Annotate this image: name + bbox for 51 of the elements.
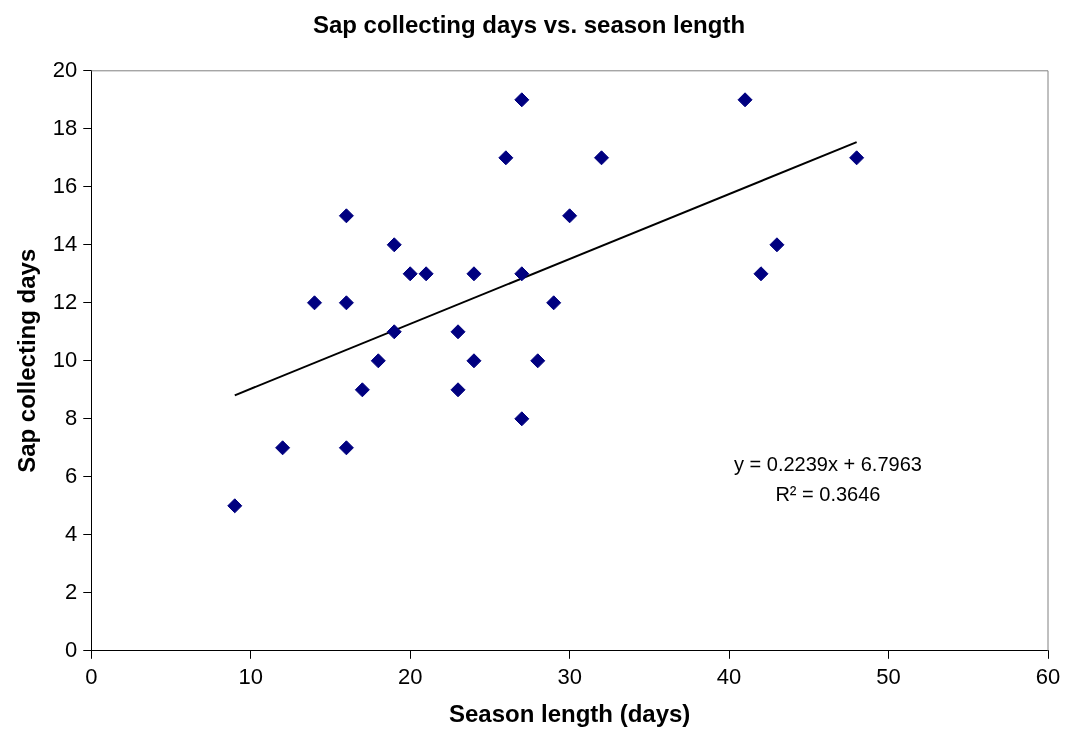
y-tick-label: 20 [52, 56, 78, 82]
point [514, 411, 530, 427]
point [737, 92, 753, 108]
point [386, 324, 402, 340]
point [530, 353, 546, 369]
point [562, 208, 578, 224]
y-tick-label: 10 [52, 346, 78, 372]
y-tick-label: 4 [65, 520, 78, 546]
point [338, 440, 354, 456]
x-tick-label: 40 [716, 664, 742, 690]
x-tick-label: 20 [397, 664, 423, 690]
x-tick-label: 10 [238, 664, 263, 690]
point [466, 266, 482, 282]
point [450, 324, 466, 340]
y-tick-label: 2 [65, 578, 78, 604]
point [753, 266, 769, 282]
point [466, 353, 482, 369]
point [386, 237, 402, 253]
x-tick-label: 30 [557, 664, 582, 690]
point [275, 440, 291, 456]
y-tick-label: 14 [52, 230, 78, 256]
annotation: y = 0.2239x + 6.7963 [733, 452, 922, 475]
point [354, 382, 370, 398]
y-tick-label: 0 [65, 636, 78, 662]
point [546, 295, 562, 311]
y-tick-label: 18 [52, 114, 78, 140]
y-axis-title: Sap collecting days [13, 248, 41, 473]
point [338, 295, 354, 311]
point [338, 208, 354, 224]
chart-title: Sap collecting days vs. season length [312, 11, 746, 39]
point [514, 266, 530, 282]
x-axis-title: Season length (days) [448, 700, 691, 728]
point [498, 150, 514, 166]
y-tick-label: 8 [65, 404, 78, 430]
point [514, 92, 530, 108]
point [594, 150, 610, 166]
point [307, 295, 323, 311]
x-tick-label: 60 [1035, 664, 1061, 690]
point [418, 266, 434, 282]
x-tick-label: 0 [85, 664, 98, 690]
y-tick-label: 16 [52, 172, 78, 198]
point [450, 382, 466, 398]
point [769, 237, 785, 253]
point [402, 266, 418, 282]
annotation: R² = 0.3646 [775, 482, 881, 505]
point [849, 150, 865, 166]
y-tick-label: 12 [52, 288, 78, 314]
point [370, 353, 386, 369]
x-tick-label: 50 [876, 664, 901, 690]
point [227, 498, 243, 514]
y-tick-label: 6 [65, 462, 78, 488]
